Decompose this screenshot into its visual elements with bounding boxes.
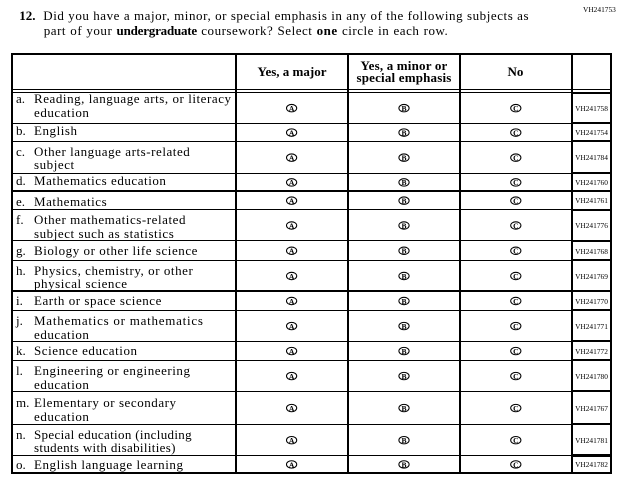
svg-text:C: C	[513, 404, 518, 413]
svg-text:A: A	[289, 178, 295, 187]
svg-text:C: C	[513, 196, 518, 205]
svg-text:B: B	[401, 297, 406, 306]
svg-text:A: A	[289, 153, 295, 162]
svg-text:C: C	[513, 128, 518, 137]
svg-text:A: A	[289, 322, 295, 331]
svg-text:C: C	[513, 221, 518, 230]
svg-text:A: A	[289, 436, 295, 445]
svg-text:B: B	[401, 104, 406, 113]
svg-text:C: C	[513, 297, 518, 306]
svg-text:C: C	[513, 372, 518, 381]
svg-text:B: B	[401, 221, 406, 230]
svg-text:A: A	[289, 347, 295, 356]
svg-text:C: C	[513, 436, 518, 445]
svg-text:A: A	[289, 104, 295, 113]
svg-text:A: A	[289, 372, 295, 381]
svg-text:C: C	[513, 460, 518, 469]
svg-text:A: A	[289, 221, 295, 230]
svg-text:B: B	[401, 178, 406, 187]
svg-text:B: B	[401, 372, 406, 381]
svg-text:C: C	[513, 347, 518, 356]
svg-text:B: B	[401, 272, 406, 281]
svg-text:C: C	[513, 153, 518, 162]
svg-text:C: C	[513, 178, 518, 187]
svg-text:B: B	[401, 436, 406, 445]
svg-text:B: B	[401, 247, 406, 256]
svg-text:C: C	[513, 247, 518, 256]
svg-text:B: B	[401, 128, 406, 137]
svg-text:A: A	[289, 297, 295, 306]
svg-text:B: B	[401, 153, 406, 162]
svg-text:C: C	[513, 322, 518, 331]
svg-text:B: B	[401, 322, 406, 331]
svg-text:A: A	[289, 404, 295, 413]
svg-text:C: C	[513, 104, 518, 113]
svg-text:B: B	[401, 347, 406, 356]
svg-text:A: A	[289, 128, 295, 137]
svg-text:A: A	[289, 460, 295, 469]
svg-text:A: A	[289, 247, 295, 256]
svg-text:A: A	[289, 272, 295, 281]
svg-text:B: B	[401, 460, 406, 469]
svg-text:B: B	[401, 404, 406, 413]
svg-text:A: A	[289, 196, 295, 205]
svg-text:B: B	[401, 196, 406, 205]
svg-text:C: C	[513, 272, 518, 281]
